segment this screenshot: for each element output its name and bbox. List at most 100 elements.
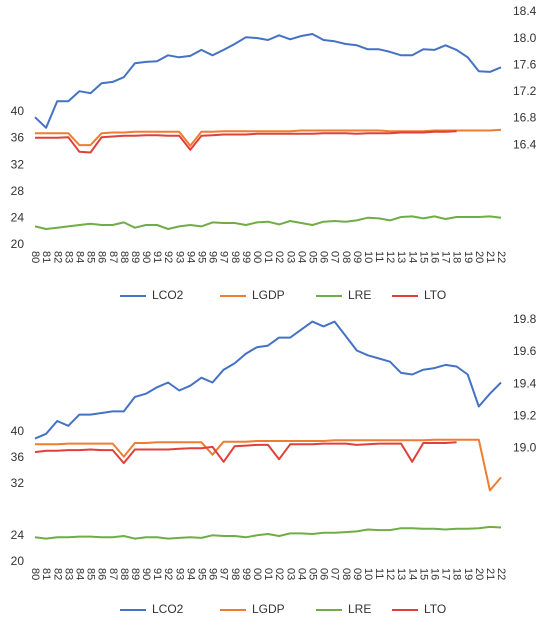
y-tick-label: 36 <box>11 131 25 145</box>
legend-label: LGDP <box>252 602 285 616</box>
x-tick-label: 97 <box>218 568 230 580</box>
x-tick-label: 02 <box>273 251 285 263</box>
series-line <box>34 33 502 129</box>
x-tick-label: 80 <box>29 251 41 263</box>
x-tick-label: 86 <box>96 568 108 580</box>
x-tick-label: 05 <box>306 568 318 580</box>
x-tick-label: 98 <box>229 568 241 580</box>
x-tick-label: 83 <box>62 251 74 263</box>
x-tick-label: 82 <box>51 568 63 580</box>
y2-tick-label: 19.8 <box>513 312 537 326</box>
legend-label: LTO <box>424 288 446 302</box>
x-tick-label: 15 <box>417 251 429 263</box>
x-tick-label: 13 <box>395 251 407 263</box>
x-tick-label: 07 <box>329 251 341 263</box>
x-tick-label: 21 <box>484 251 496 263</box>
x-tick-label: 21 <box>484 568 496 580</box>
y-tick-label: 40 <box>11 104 25 118</box>
x-tick-label: 17 <box>440 568 452 580</box>
x-tick-label: 19 <box>462 251 474 263</box>
x-tick-label: 16 <box>429 568 441 580</box>
y2-tick-label: 16.8 <box>513 111 537 125</box>
x-tick-label: 22 <box>495 251 507 263</box>
x-tick-label: 91 <box>151 568 163 580</box>
x-tick-label: 07 <box>329 568 341 580</box>
x-tick-label: 81 <box>40 568 52 580</box>
series-line <box>35 130 457 154</box>
x-tick-label: 10 <box>362 251 374 263</box>
series-line <box>34 320 502 440</box>
x-tick-label: 01 <box>262 568 274 580</box>
series-line <box>34 525 502 540</box>
x-tick-label: 01 <box>262 251 274 263</box>
x-tick-label: 87 <box>107 568 119 580</box>
x-tick-label: 02 <box>273 568 285 580</box>
y-tick-label: 24 <box>11 211 25 225</box>
x-tick-label: 22 <box>495 568 507 580</box>
x-tick-label: 10 <box>362 568 374 580</box>
y2-tick-label: 18.0 <box>513 31 537 45</box>
x-tick-label: 91 <box>151 251 163 263</box>
x-tick-label: 12 <box>384 251 396 263</box>
x-tick-label: 90 <box>140 568 152 580</box>
x-tick-label: 99 <box>240 251 252 263</box>
y2-tick-label: 19.2 <box>513 408 537 422</box>
x-tick-label: 20 <box>473 568 485 580</box>
x-tick-label: 96 <box>207 568 219 580</box>
x-tick-label: 94 <box>184 251 196 263</box>
x-tick-label: 03 <box>284 568 296 580</box>
x-tick-label: 09 <box>351 251 363 263</box>
y2-tick-label: 19.6 <box>513 344 537 358</box>
x-tick-label: 86 <box>96 251 108 263</box>
x-tick-label: 88 <box>118 251 130 263</box>
x-tick-label: 82 <box>51 251 63 263</box>
x-tick-label: 90 <box>140 251 152 263</box>
x-tick-label: 04 <box>295 251 307 263</box>
y-tick-label: 28 <box>11 184 25 198</box>
x-tick-label: 09 <box>351 568 363 580</box>
x-tick-label: 95 <box>196 568 208 580</box>
x-tick-label: 04 <box>295 568 307 580</box>
x-tick-label: 80 <box>29 568 41 580</box>
x-tick-label: 85 <box>85 251 97 263</box>
y2-tick-label: 19.4 <box>513 376 537 390</box>
y2-tick-label: 19.0 <box>513 440 537 454</box>
legend-label: LGDP <box>252 288 285 302</box>
x-tick-label: 14 <box>406 568 418 580</box>
x-tick-label: 19 <box>462 568 474 580</box>
y-tick-label: 40 <box>11 424 25 438</box>
x-tick-label: 84 <box>73 568 85 580</box>
y-tick-label: 32 <box>11 157 25 171</box>
x-tick-label: 97 <box>218 251 230 263</box>
series-line <box>34 441 457 465</box>
x-tick-label: 16 <box>429 251 441 263</box>
x-tick-label: 93 <box>173 251 185 263</box>
x-tick-label: 88 <box>118 568 130 580</box>
x-tick-label: 14 <box>406 251 418 263</box>
x-tick-label: 92 <box>162 568 174 580</box>
x-tick-label: 13 <box>395 568 407 580</box>
x-tick-label: 05 <box>306 251 318 263</box>
x-tick-label: 03 <box>284 251 296 263</box>
x-tick-label: 84 <box>73 251 85 263</box>
x-tick-label: 06 <box>318 251 330 263</box>
x-tick-label: 11 <box>373 251 385 262</box>
x-tick-label: 17 <box>440 251 452 263</box>
legend-label: LRE <box>348 602 371 616</box>
x-tick-label: 00 <box>251 251 263 263</box>
y2-tick-label: 17.2 <box>513 84 537 98</box>
y-tick-label: 20 <box>11 237 25 251</box>
x-tick-label: 87 <box>107 251 119 263</box>
x-tick-label: 96 <box>207 251 219 263</box>
x-tick-label: 20 <box>473 251 485 263</box>
x-tick-label: 92 <box>162 251 174 263</box>
x-tick-label: 93 <box>173 568 185 580</box>
x-tick-label: 83 <box>62 568 74 580</box>
x-tick-label: 98 <box>229 251 241 263</box>
y-tick-label: 20 <box>11 554 25 568</box>
x-tick-label: 95 <box>196 251 208 263</box>
x-tick-label: 94 <box>184 568 196 580</box>
legend-label: LRE <box>348 288 371 302</box>
series-line <box>35 128 502 147</box>
